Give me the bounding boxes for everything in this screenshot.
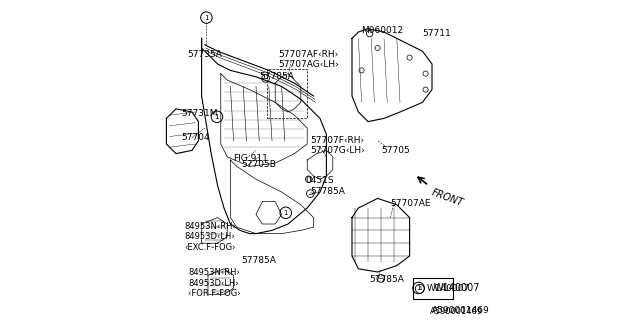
- Text: 57705: 57705: [381, 146, 410, 155]
- Text: 57785A: 57785A: [242, 256, 276, 265]
- Text: W140007: W140007: [434, 283, 480, 293]
- Text: A590001469: A590001469: [430, 308, 484, 316]
- Text: M060012: M060012: [362, 26, 404, 35]
- Text: 1: 1: [416, 285, 421, 291]
- Text: 84953N‹RH›
84953D‹LH›
‹EXC.F-FOG›: 84953N‹RH› 84953D‹LH› ‹EXC.F-FOG›: [184, 222, 236, 252]
- Text: 1: 1: [204, 15, 209, 20]
- Text: 57785A: 57785A: [310, 188, 345, 196]
- Text: 84953N‹RH›
84953D‹LH›
‹FOR F-FOG›: 84953N‹RH› 84953D‹LH› ‹FOR F-FOG›: [188, 268, 241, 298]
- Text: W140007: W140007: [428, 284, 470, 293]
- Text: 1: 1: [214, 114, 220, 120]
- Text: FRONT: FRONT: [430, 187, 465, 208]
- Text: 1: 1: [418, 286, 422, 291]
- Text: 57705B: 57705B: [242, 160, 276, 169]
- Text: 57707AF‹RH›
57707AG‹LH›: 57707AF‹RH› 57707AG‹LH›: [278, 50, 339, 69]
- Text: 57731M: 57731M: [182, 109, 218, 118]
- Text: 57704: 57704: [182, 133, 211, 142]
- Text: 57785A: 57785A: [370, 276, 404, 284]
- Text: 57785A: 57785A: [259, 72, 294, 81]
- Text: 57735A: 57735A: [187, 50, 222, 59]
- Bar: [268, 69, 307, 118]
- Text: 57707F‹RH›
57707G‹LH›: 57707F‹RH› 57707G‹LH›: [310, 136, 365, 155]
- Text: 57707AE: 57707AE: [390, 199, 431, 208]
- Text: 0451S: 0451S: [306, 176, 334, 185]
- Text: FIG.911: FIG.911: [233, 154, 268, 163]
- Text: A590001469: A590001469: [432, 306, 490, 315]
- Text: 1: 1: [284, 210, 288, 216]
- Text: 57711: 57711: [422, 29, 451, 38]
